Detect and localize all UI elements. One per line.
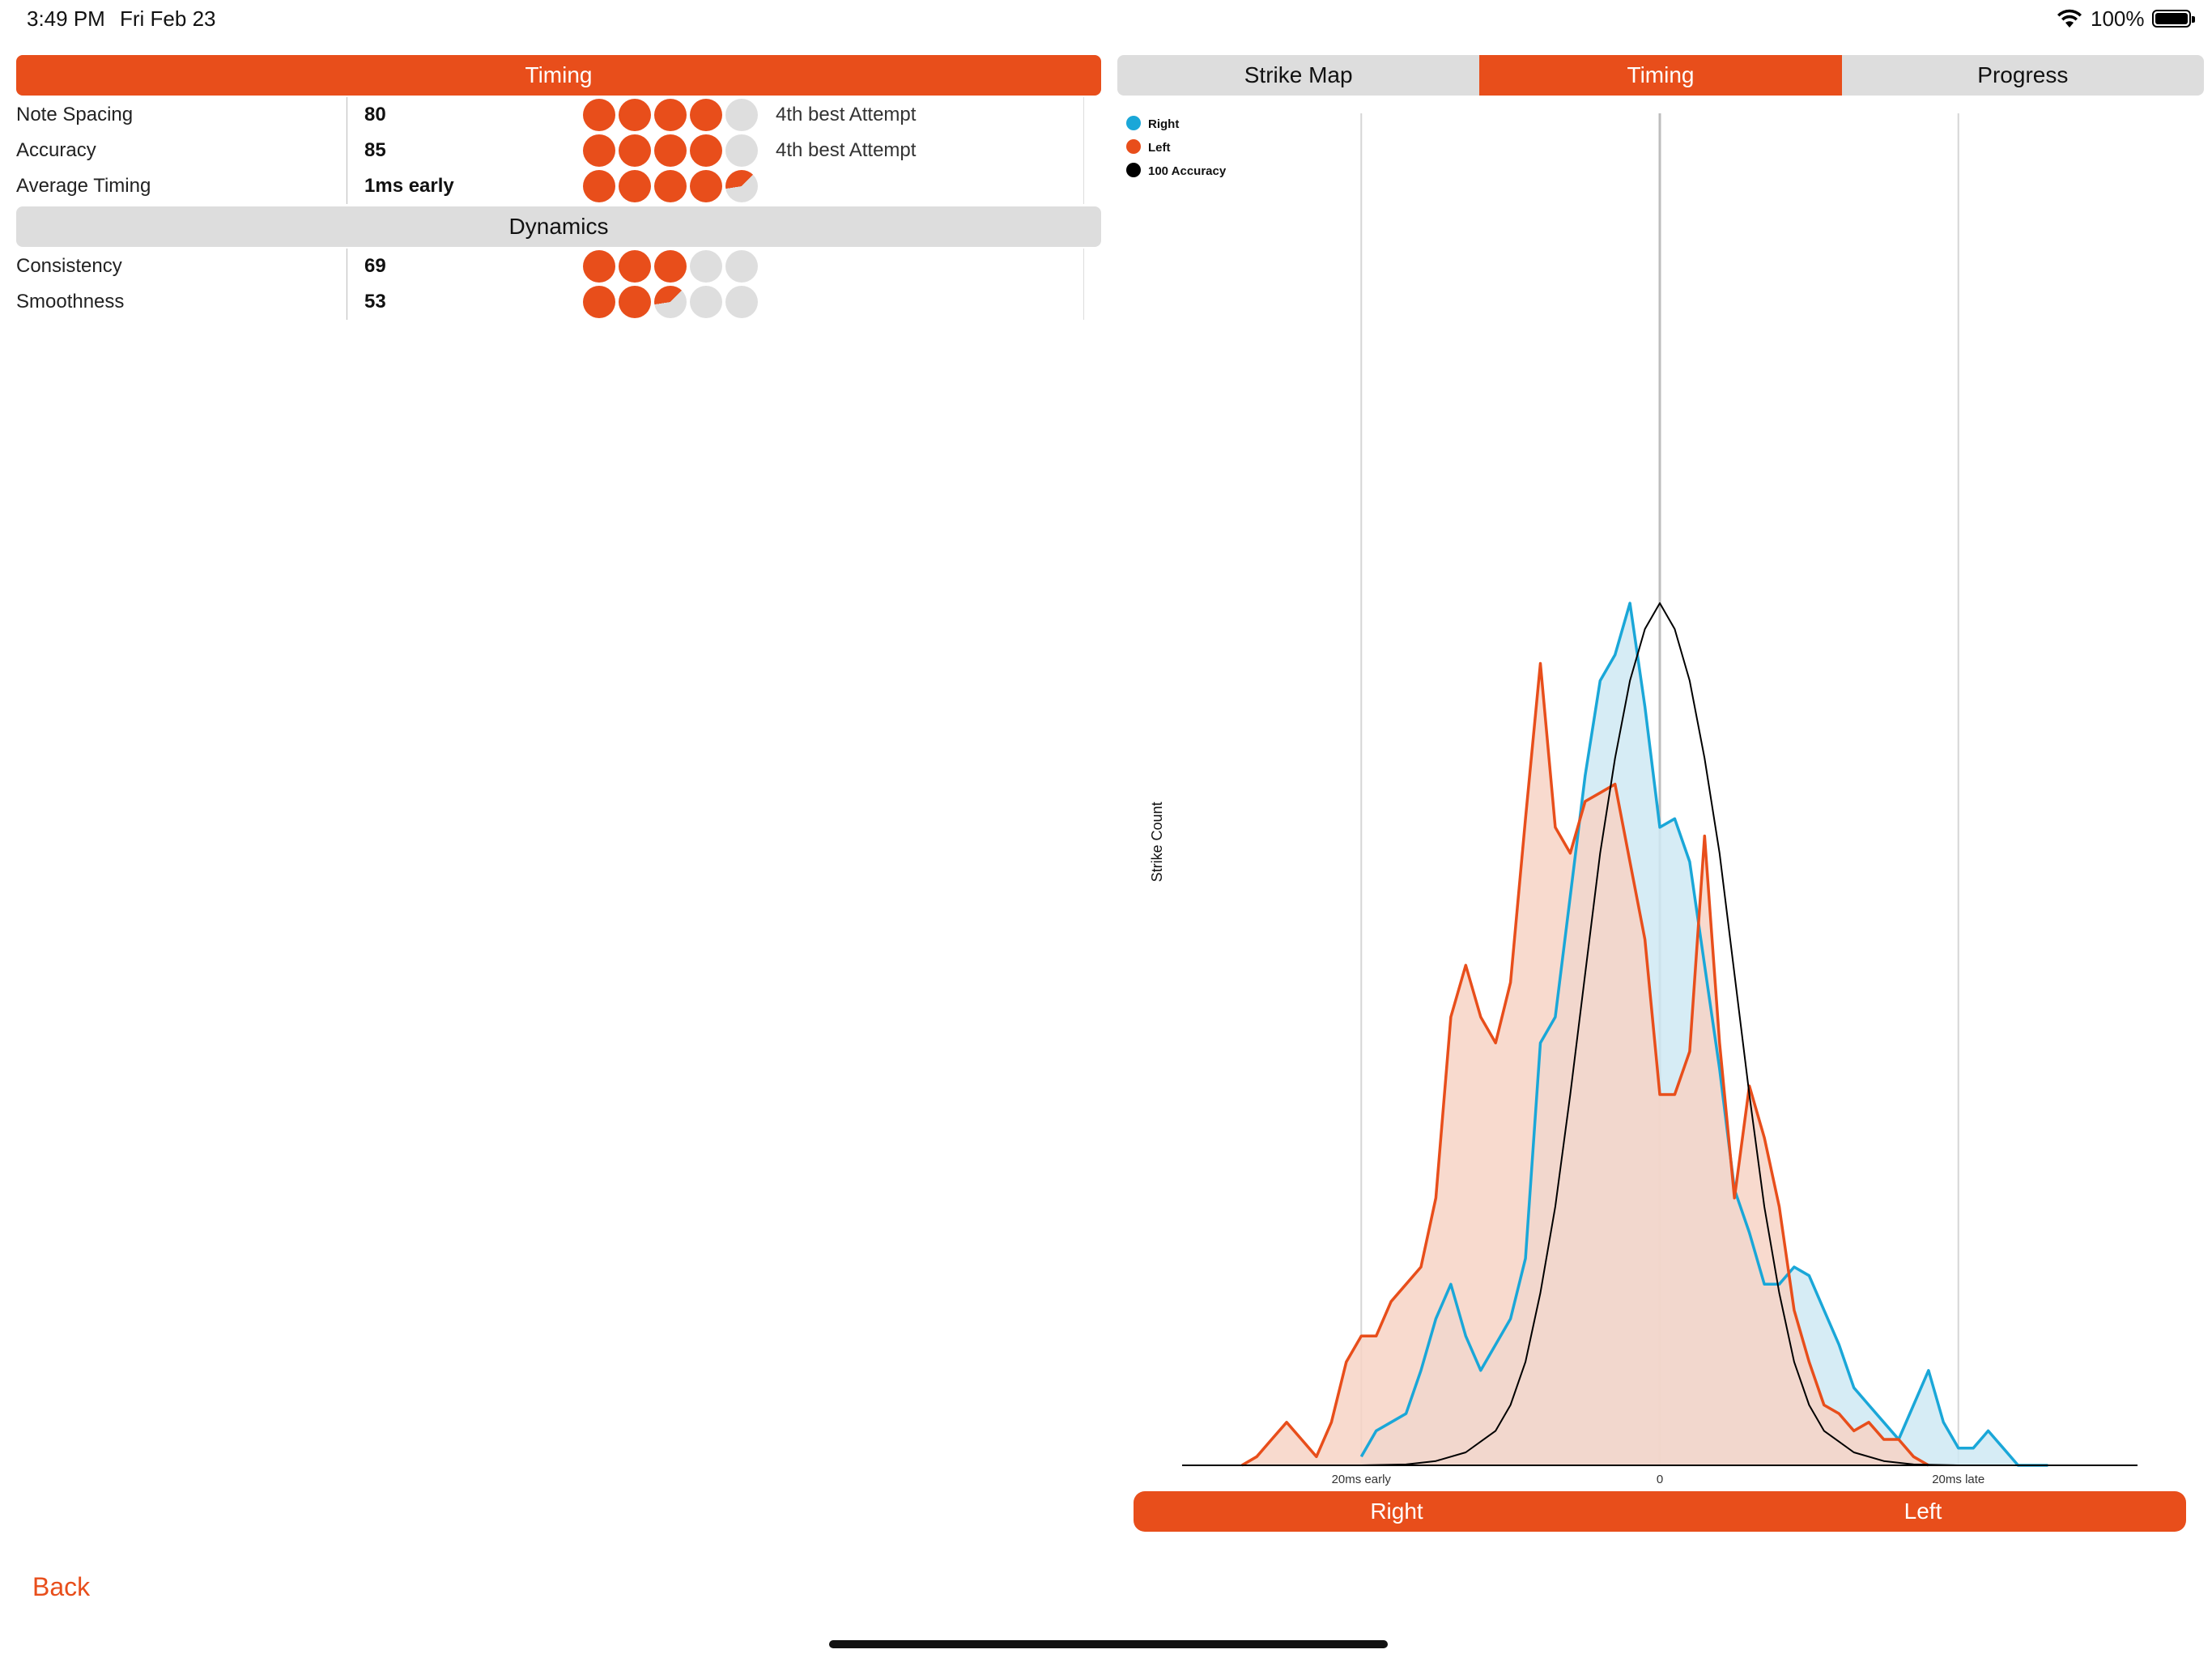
x-tick-label: 20ms late — [1932, 1473, 1984, 1486]
legend-swatch — [1126, 116, 1141, 130]
rating-dot-empty — [725, 250, 758, 283]
rating-dots — [583, 99, 758, 131]
metric-value: 69 — [364, 255, 386, 277]
row-divider — [1083, 97, 1084, 133]
series-area-left — [1241, 663, 1929, 1465]
timing-distribution-chart: Right Left 100 Accuracy 20ms early 0 20ms la… — [1126, 113, 2138, 1486]
metric-label: Average Timing — [16, 175, 151, 197]
tab-label: Timing — [1627, 62, 1695, 87]
metric-label: Accuracy — [16, 139, 96, 161]
rating-dot-filled — [583, 286, 615, 318]
rating-dots — [583, 286, 758, 318]
status-time: 3:49 PM — [27, 6, 105, 31]
status-bar: 3:49 PM Fri Feb 23 100% — [0, 0, 2212, 39]
back-button[interactable]: Back — [32, 1572, 91, 1601]
metric-row-note-spacing: Note Spacing 80 4th best Attempt — [16, 97, 1085, 133]
legend-swatch — [1126, 163, 1141, 177]
rating-dot-filled — [654, 250, 687, 283]
right-hand-label: Right — [1370, 1499, 1423, 1524]
tab-timing[interactable]: Timing — [1479, 55, 1842, 96]
rating-dot-filled — [619, 99, 651, 131]
legend-label: Right — [1148, 117, 1179, 131]
chart-series — [1182, 602, 2138, 1467]
metric-value: 85 — [364, 139, 386, 161]
hand-toggle-bar: Right Left — [1134, 1491, 2186, 1532]
metric-note: 4th best Attempt — [776, 104, 917, 125]
battery-percent: 100% — [2091, 6, 2145, 31]
y-axis-label: Strike Count — [1149, 801, 1165, 882]
rating-dot-filled — [654, 134, 687, 167]
rating-dot-filled — [690, 134, 722, 167]
rating-dot-filled — [654, 170, 687, 202]
x-tick-label: 20ms early — [1332, 1473, 1392, 1486]
rating-dot-filled — [583, 170, 615, 202]
row-divider — [1083, 249, 1084, 284]
timing-section-title: Timing — [525, 62, 593, 87]
rating-dot-filled — [619, 286, 651, 318]
left-hand-label: Left — [1904, 1499, 1942, 1524]
rating-dot-empty — [725, 134, 758, 167]
metric-value: 53 — [364, 291, 386, 312]
tab-strike-map[interactable]: Strike Map — [1117, 55, 1479, 96]
rating-dot-filled — [654, 99, 687, 131]
rating-dots — [583, 250, 758, 283]
metric-row-average-timing: Average Timing 1ms early — [16, 168, 1085, 204]
legend-swatch — [1126, 139, 1141, 154]
metric-value: 80 — [364, 104, 386, 125]
series-line-left — [1240, 661, 1929, 1467]
rating-dot-filled — [619, 134, 651, 167]
metric-label: Note Spacing — [16, 104, 134, 125]
dynamics-section-header: Dynamics — [16, 206, 1101, 247]
rating-dot-partial — [654, 286, 687, 318]
rating-dots — [583, 170, 758, 202]
chart-tabs: Strike Map Timing Progress — [1117, 55, 2204, 96]
left-hand-button[interactable]: Left — [1660, 1491, 2186, 1532]
tab-progress[interactable]: Progress — [1842, 55, 2204, 96]
wifi-icon — [2057, 9, 2082, 28]
battery-icon — [2152, 10, 2195, 28]
metric-row-accuracy: Accuracy 85 4th best Attempt — [16, 133, 1085, 168]
rating-dot-filled — [690, 170, 722, 202]
metric-row-consistency: Consistency 69 — [16, 249, 1085, 284]
rating-dot-filled — [690, 99, 722, 131]
rating-dot-filled — [619, 170, 651, 202]
row-divider — [1083, 284, 1084, 320]
rating-dot-filled — [583, 99, 615, 131]
rating-dot-empty — [725, 99, 758, 131]
rating-dot-filled — [583, 250, 615, 283]
tab-label: Strike Map — [1244, 62, 1353, 87]
timing-section-header: Timing — [16, 55, 1101, 96]
rating-dot-empty — [725, 286, 758, 318]
metric-label: Consistency — [16, 255, 122, 277]
right-hand-button[interactable]: Right — [1134, 1491, 1660, 1532]
legend-label: Left — [1148, 141, 1171, 155]
metric-label: Smoothness — [16, 291, 125, 312]
rating-dot-filled — [583, 134, 615, 167]
status-date: Fri Feb 23 — [120, 6, 216, 31]
chart-legend: Right Left 100 Accuracy — [1126, 116, 1227, 178]
rating-dot-partial — [725, 170, 758, 202]
rating-dots — [583, 134, 758, 167]
chart-x-axis: 20ms early 0 20ms late — [1182, 1465, 2138, 1486]
rating-dot-empty — [690, 286, 722, 318]
x-tick-label: 0 — [1657, 1473, 1663, 1486]
rating-dot-filled — [619, 250, 651, 283]
home-indicator[interactable] — [829, 1640, 1388, 1648]
series-line-right — [1359, 602, 2048, 1467]
series-line-100-accuracy — [1182, 602, 2138, 1466]
legend-label: 100 Accuracy — [1148, 164, 1227, 178]
dynamics-section-title: Dynamics — [508, 214, 609, 239]
metric-note: 4th best Attempt — [776, 139, 917, 161]
rating-dot-empty — [690, 250, 722, 283]
metric-row-smoothness: Smoothness 53 — [16, 284, 1085, 320]
tab-label: Progress — [1977, 62, 2069, 87]
row-divider — [1083, 133, 1084, 168]
metric-value: 1ms early — [364, 175, 454, 197]
row-divider — [1083, 168, 1084, 204]
